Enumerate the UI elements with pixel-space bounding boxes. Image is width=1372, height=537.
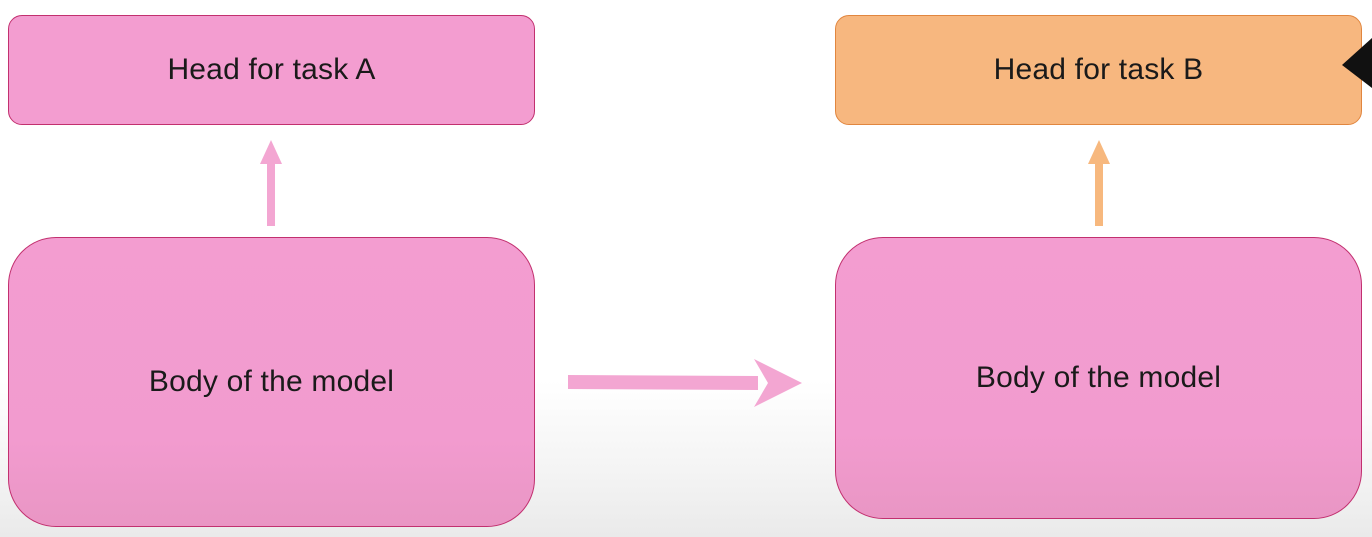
up-arrow-left bbox=[260, 140, 282, 226]
body-model-right-label: Body of the model bbox=[975, 361, 1222, 394]
head-task-b-box: Head for task B bbox=[835, 15, 1362, 125]
up-arrow-right bbox=[1088, 140, 1110, 226]
head-task-a-box: Head for task A bbox=[8, 15, 535, 125]
head-task-b-label: Head for task B bbox=[993, 53, 1204, 86]
body-model-left-label: Body of the model bbox=[148, 365, 395, 398]
pointer-cursor-icon bbox=[1342, 38, 1372, 88]
body-model-right-box: Body of the model bbox=[835, 237, 1362, 519]
body-model-left-box: Body of the model bbox=[8, 237, 535, 527]
right-arrow-transfer bbox=[568, 359, 802, 407]
head-task-a-label: Head for task A bbox=[167, 53, 376, 86]
